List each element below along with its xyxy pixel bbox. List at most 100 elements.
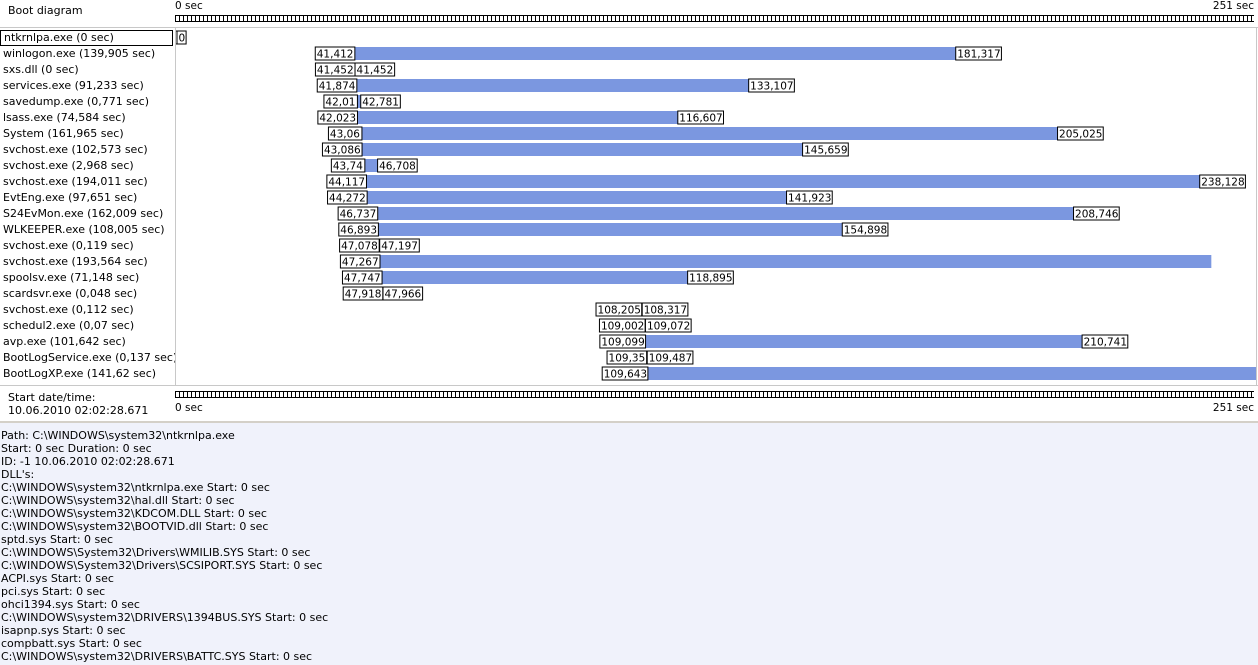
duration-bar[interactable] <box>378 207 1074 220</box>
duration-bar[interactable] <box>382 271 688 284</box>
end-time-label: 141,923 <box>788 193 831 205</box>
process-row-label[interactable]: S24EvMon.exe (162,009 sec) <box>3 206 163 222</box>
start-time-label: 43,086 <box>324 145 361 157</box>
time-ruler-bottom: 0 sec 251 sec <box>175 391 1256 421</box>
ruler-ticks <box>175 391 1254 398</box>
process-row-label[interactable]: services.exe (91,233 sec) <box>3 78 144 94</box>
start-time-label: 41,874 <box>319 81 356 93</box>
end-time-label: 109,072 <box>647 321 690 333</box>
duration-bar[interactable] <box>355 47 956 60</box>
timeline-chart[interactable]: 0041,412181,31741,45241,45241,874133,107… <box>176 28 1257 385</box>
end-time-label: 46,708 <box>379 161 416 173</box>
process-row-label[interactable]: ntkrnlpa.exe (0 sec) <box>0 30 173 46</box>
footer-ruler: Start date/time: 10.06.2010 02:02:28.671… <box>0 385 1258 422</box>
process-row-label[interactable]: svchost.exe (0,119 sec) <box>3 238 134 254</box>
detail-line: isapnp.sys Start: 0 sec <box>1 624 126 637</box>
time-ruler-top: 0 sec 251 sec <box>175 0 1256 26</box>
duration-bar[interactable] <box>357 79 749 92</box>
start-time-label: 46,737 <box>340 209 377 221</box>
duration-bar[interactable] <box>362 127 1058 140</box>
process-row-label[interactable]: scardsvr.exe (0,048 sec) <box>3 286 137 302</box>
process-row-label[interactable]: svchost.exe (194,011 sec) <box>3 174 148 190</box>
header: Boot diagram 0 sec 251 sec <box>0 0 1258 27</box>
duration-bar[interactable] <box>648 367 1256 380</box>
start-time-label: 41,452 <box>317 65 354 77</box>
end-time-label: 118,895 <box>689 273 732 285</box>
start-time-label: 43,06 <box>330 129 360 141</box>
ruler-end-label: 251 sec <box>1213 402 1254 414</box>
start-time-label: 42,023 <box>319 113 356 125</box>
detail-line: C:\WINDOWS\System32\Drivers\SCSIPORT.SYS… <box>1 559 322 572</box>
end-time-label: 133,107 <box>750 81 793 93</box>
start-time-label: 47,918 <box>345 289 382 301</box>
start-time-label: 46,893 <box>340 225 377 237</box>
detail-line: compbatt.sys Start: 0 sec <box>1 637 142 650</box>
end-time-label: 41,452 <box>357 65 394 77</box>
duration-bar[interactable] <box>378 223 842 236</box>
duration-bar[interactable] <box>380 255 1211 268</box>
start-time-label: 43,74 <box>333 161 363 173</box>
duration-bar[interactable] <box>365 159 378 172</box>
end-time-label: 145,659 <box>804 145 847 157</box>
ruler-start-label: 0 sec <box>175 402 203 414</box>
detail-line: ohci1394.sys Start: 0 sec <box>1 598 140 611</box>
process-row-label[interactable]: savedump.exe (0,771 sec) <box>3 94 149 110</box>
end-time-label: 238,128 <box>1201 177 1244 189</box>
process-row-label[interactable]: spoolsv.exe (71,148 sec) <box>3 270 139 286</box>
start-time-label: 108,205 <box>598 305 641 317</box>
gantt-area[interactable]: ntkrnlpa.exe (0 sec)winlogon.exe (139,90… <box>0 27 1258 385</box>
detail-line: DLL's: <box>1 468 34 481</box>
duration-bar[interactable] <box>357 111 677 124</box>
process-row-label[interactable]: EvtEng.exe (97,651 sec) <box>3 190 137 206</box>
process-row-label[interactable]: avp.exe (101,642 sec) <box>3 334 126 350</box>
start-datetime-value: 10.06.2010 02:02:28.671 <box>8 404 148 417</box>
start-time-label: 42,01 <box>325 97 355 109</box>
end-time-label: 205,025 <box>1059 129 1102 141</box>
start-time-label: 47,267 <box>342 257 379 269</box>
process-row-label[interactable]: svchost.exe (2,968 sec) <box>3 158 134 174</box>
process-row-label[interactable]: BootLogXP.exe (141,62 sec) <box>3 366 156 382</box>
duration-bar[interactable] <box>646 335 1083 348</box>
start-time-label: 109,643 <box>604 369 647 381</box>
detail-line: C:\WINDOWS\system32\KDCOM.DLL Start: 0 s… <box>1 507 267 520</box>
detail-line: ID: -1 10.06.2010 02:02:28.671 <box>1 455 175 468</box>
process-name-list[interactable]: ntkrnlpa.exe (0 sec)winlogon.exe (139,90… <box>0 28 176 385</box>
duration-bar[interactable] <box>362 143 803 156</box>
start-time-label: 47,078 <box>341 241 378 253</box>
detail-line: C:\WINDOWS\system32\DRIVERS\BATTC.SYS St… <box>1 650 312 663</box>
end-time-label: 109,487 <box>649 353 692 365</box>
ruler-start-label: 0 sec <box>175 0 203 12</box>
page-title: Boot diagram <box>8 4 83 17</box>
ruler-end-label: 251 sec <box>1213 0 1254 12</box>
detail-line: sptd.sys Start: 0 sec <box>1 533 113 546</box>
process-row-label[interactable]: sxs.dll (0 sec) <box>3 62 79 78</box>
start-time-label: 109,002 <box>601 321 644 333</box>
process-row-label[interactable]: svchost.exe (0,112 sec) <box>3 302 134 318</box>
start-time-label: 41,412 <box>317 49 354 61</box>
start-time-label: 47,747 <box>344 273 381 285</box>
process-row-label[interactable]: schedul2.exe (0,07 sec) <box>3 318 134 334</box>
process-row-label[interactable]: WLKEEPER.exe (108,005 sec) <box>3 222 165 238</box>
end-time-label: 0 <box>179 33 186 45</box>
end-time-label: 47,966 <box>385 289 422 301</box>
start-time-label: 109,35 <box>609 353 646 365</box>
ruler-ticks <box>175 15 1254 22</box>
process-row-label[interactable]: BootLogService.exe (0,137 sec) <box>3 350 176 366</box>
process-row-label[interactable]: System (161,965 sec) <box>3 126 124 142</box>
duration-bar[interactable] <box>366 175 1199 188</box>
end-time-label: 116,607 <box>679 113 722 125</box>
process-row-label[interactable]: winlogon.exe (139,905 sec) <box>3 46 155 62</box>
detail-line: C:\WINDOWS\system32\DRIVERS\1394BUS.SYS … <box>1 611 328 624</box>
process-row-label[interactable]: svchost.exe (102,573 sec) <box>3 142 148 158</box>
process-row-label[interactable]: svchost.exe (193,564 sec) <box>3 254 148 270</box>
detail-line: C:\WINDOWS\system32\BOOTVID.dll Start: 0… <box>1 520 268 533</box>
duration-bar[interactable] <box>367 191 786 204</box>
process-row-label[interactable]: lsass.exe (74,584 sec) <box>3 110 126 126</box>
start-time-label: 44,117 <box>328 177 365 189</box>
detail-line: Path: C:\WINDOWS\system32\ntkrnlpa.exe <box>1 429 235 442</box>
end-time-label: 42,781 <box>362 97 399 109</box>
detail-line: Start: 0 sec Duration: 0 sec <box>1 442 152 455</box>
start-time-label: 44,272 <box>329 193 366 205</box>
